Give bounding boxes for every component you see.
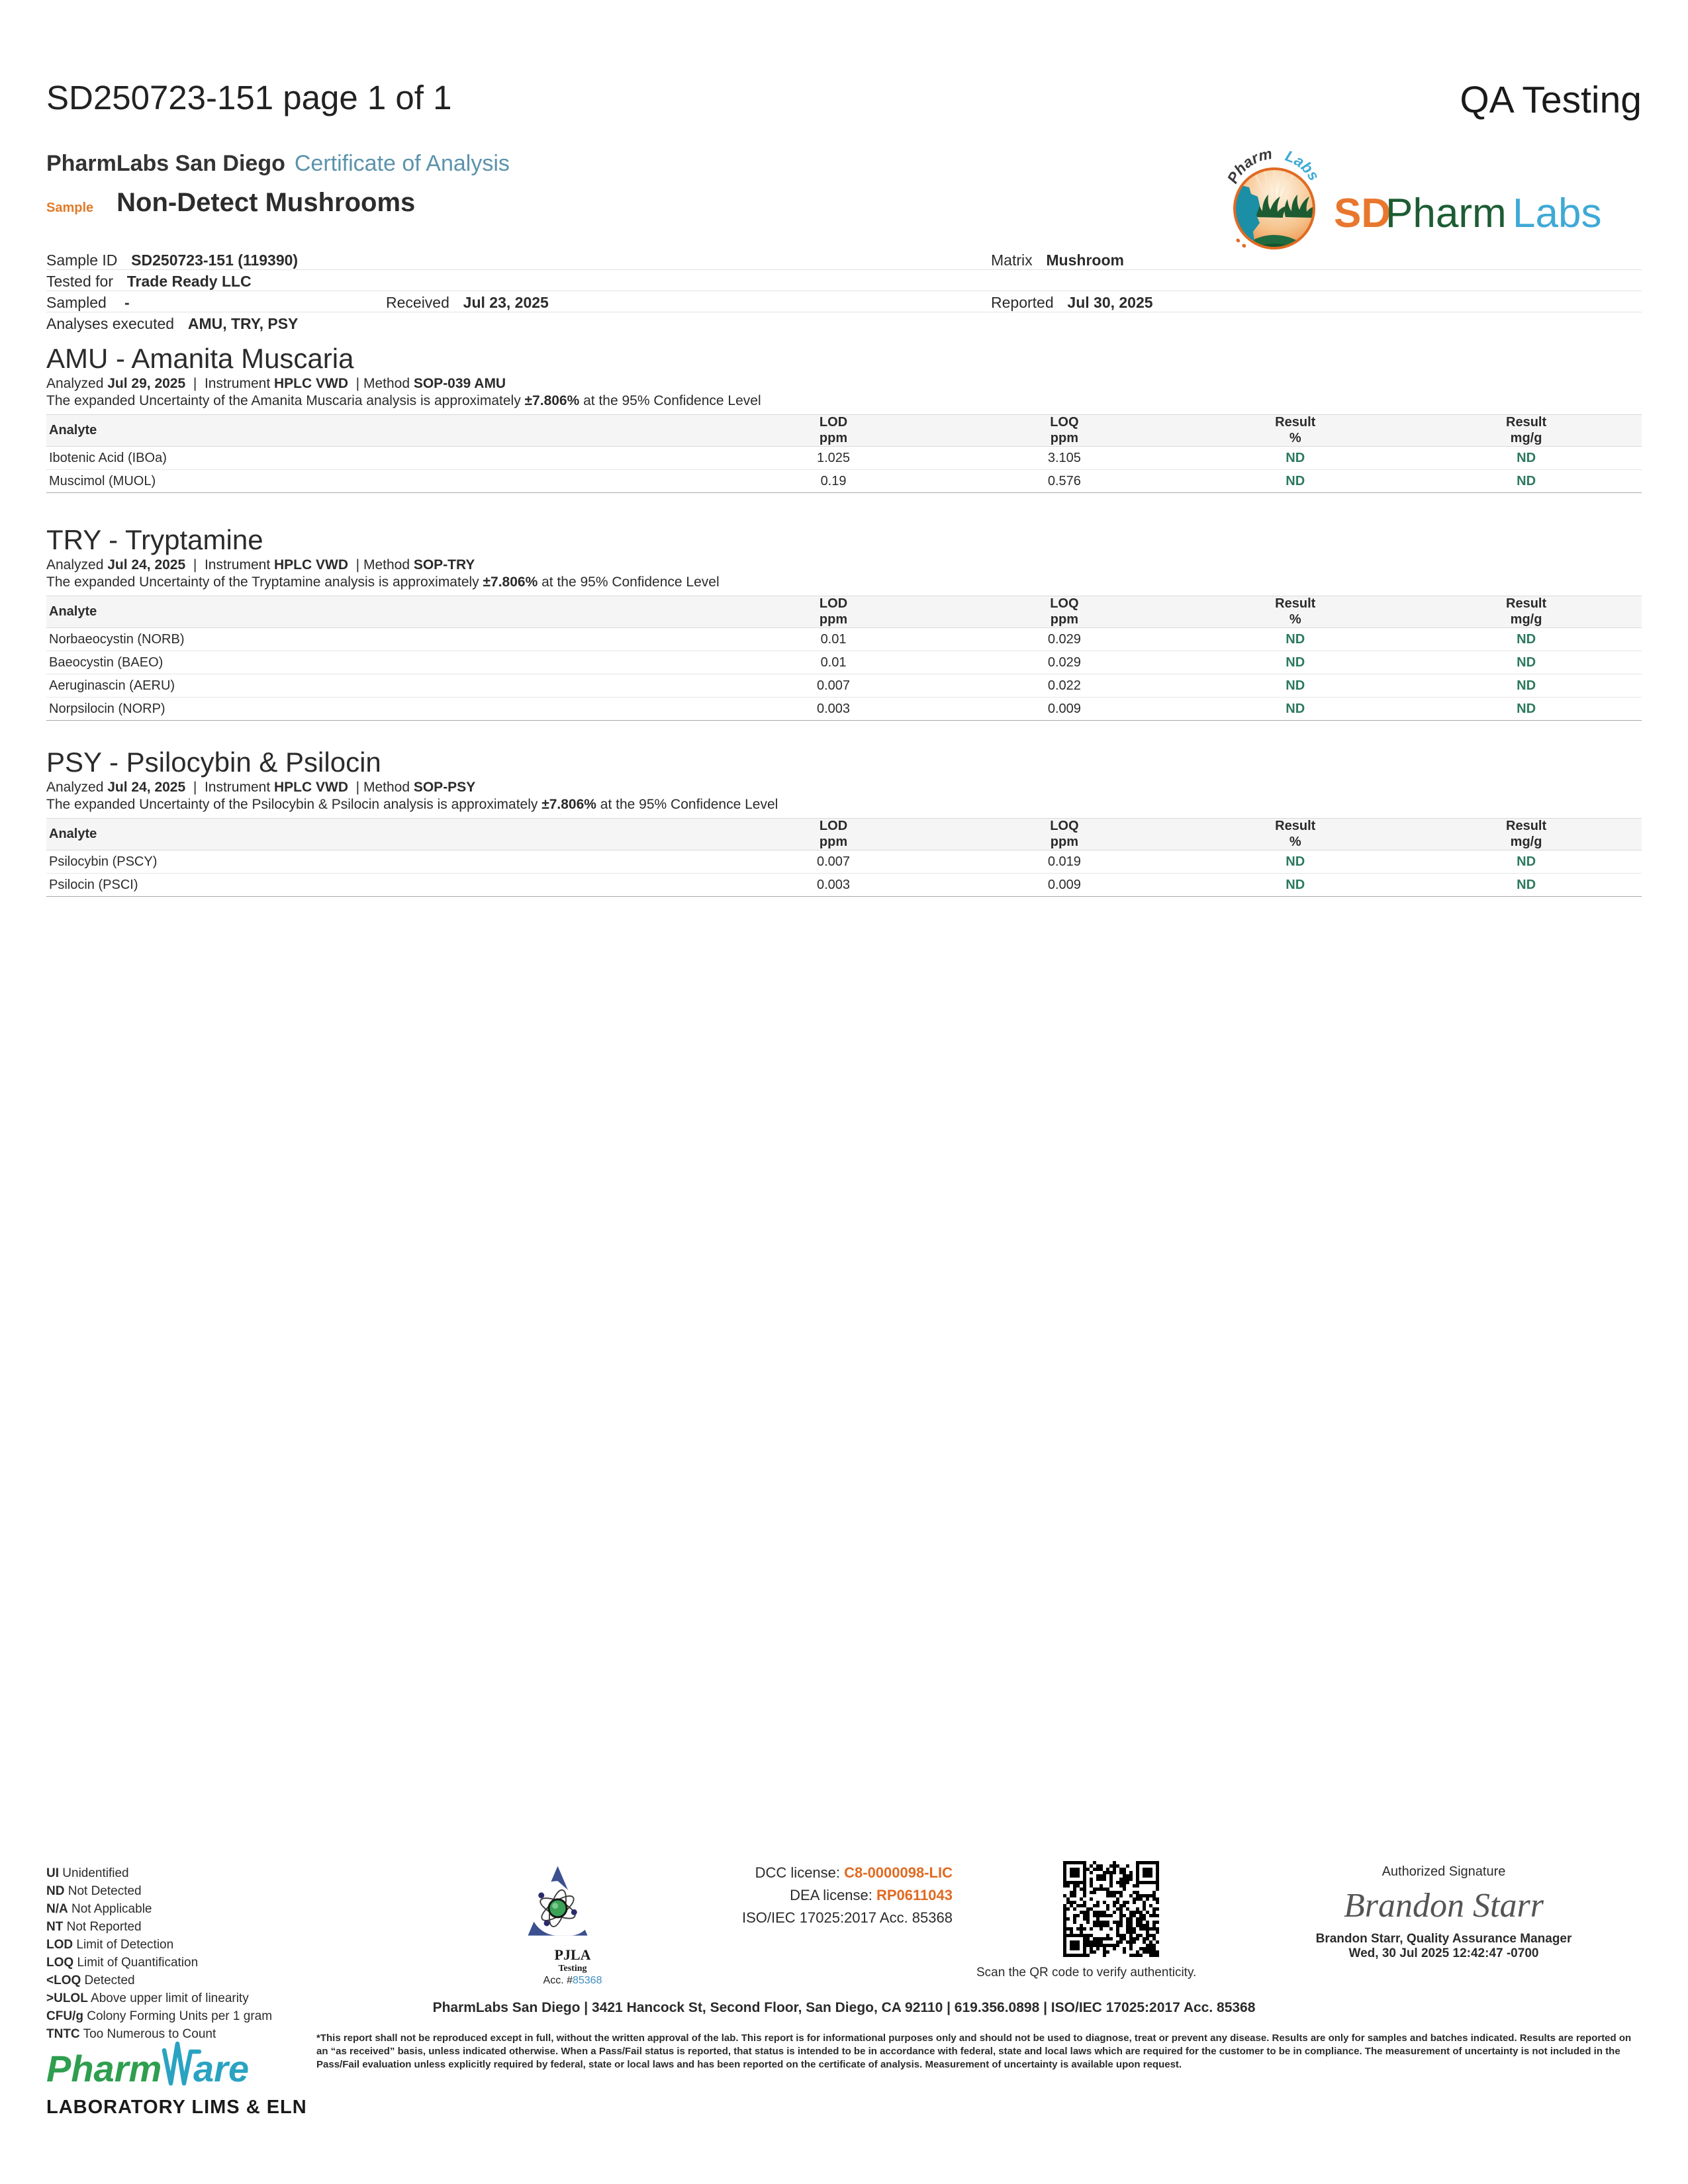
svg-text:Pharm: Pharm [1385,191,1507,236]
svg-text:SD: SD [1334,191,1391,236]
svg-text:are: are [193,2048,249,2089]
svg-text:Labs: Labs [1513,191,1601,236]
svg-text:LABORATORY LIMS & ELN: LABORATORY LIMS & ELN [46,2097,307,2118]
svg-text:Pharm: Pharm [46,2048,162,2089]
